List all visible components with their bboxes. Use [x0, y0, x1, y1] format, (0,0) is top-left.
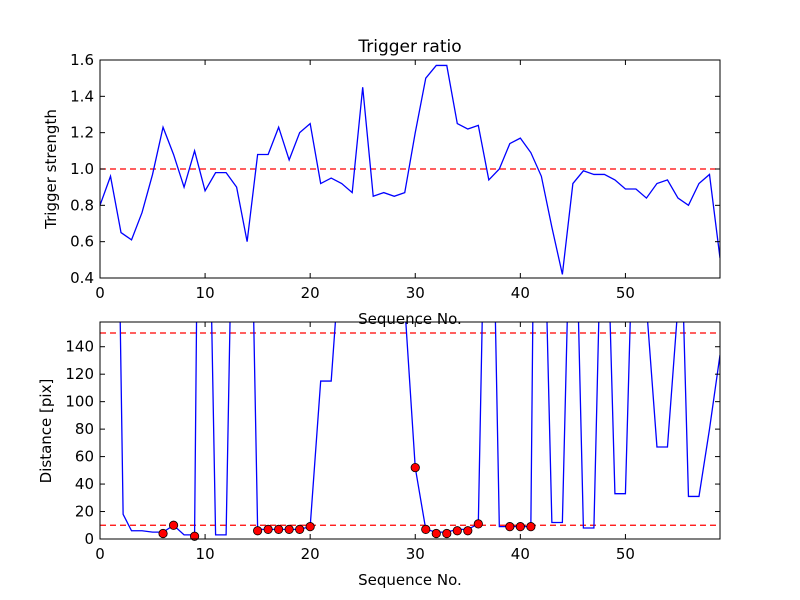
series-line — [100, 64, 720, 275]
y-tick-label: 40 — [75, 475, 94, 493]
x-axis-label: Sequence No. — [358, 571, 462, 589]
y-axis-label: Distance [pix] — [37, 379, 55, 484]
data-point-marker — [168, 520, 179, 530]
distance-chart: Sequence No. Distance [pix] 0 10 20 30 40 50 0… — [37, 321, 721, 589]
y-tick-label: 120 — [65, 365, 94, 383]
x-axis-label: Sequence No. — [358, 310, 462, 328]
x-tick-label: 0 — [95, 545, 105, 563]
chart-title: Trigger ratio — [357, 37, 461, 57]
data-point-marker — [274, 524, 284, 534]
data-point-marker — [189, 531, 200, 541]
data-point-marker — [526, 522, 536, 532]
data-point-marker — [431, 528, 441, 539]
x-tick-label: 40 — [511, 545, 530, 563]
series-line — [119, 322, 720, 536]
data-point-marker — [305, 522, 315, 532]
x-tick-label: 50 — [616, 284, 635, 302]
x-tick-label: 30 — [406, 284, 425, 302]
y-tick-label: 20 — [75, 503, 94, 521]
plot-area — [100, 322, 720, 536]
trigger-ratio-chart: Trigger ratio Sequence No. Trigger stren… — [42, 37, 721, 328]
x-tick-label: 0 — [95, 284, 105, 302]
y-tick-label: 1.4 — [70, 87, 94, 105]
x-tick-label: 40 — [511, 284, 530, 302]
data-point-marker — [253, 526, 263, 536]
y-axis-label: Trigger strength — [42, 109, 60, 230]
x-tick-label: 30 — [406, 545, 425, 563]
data-point-marker — [473, 519, 483, 529]
data-point-marker — [263, 524, 273, 534]
y-tick-label: 0 — [84, 530, 94, 548]
data-point-marker — [515, 522, 525, 532]
y-tick-label: 100 — [65, 393, 94, 411]
axes-frame — [99, 321, 721, 540]
x-tick-label: 50 — [616, 545, 635, 563]
data-point-marker — [158, 528, 168, 539]
data-point-marker — [463, 526, 473, 536]
data-point-marker — [505, 522, 515, 532]
y-tick-label: 0.8 — [70, 196, 94, 214]
y-tick-label: 0.4 — [70, 269, 94, 287]
data-point-marker — [442, 528, 452, 539]
data-point-marker — [284, 524, 294, 534]
y-tick-label: 140 — [65, 338, 94, 356]
y-tick-label: 80 — [75, 420, 94, 438]
data-point-marker — [452, 526, 462, 536]
y-tick-label: 60 — [75, 448, 94, 466]
x-tick-label: 20 — [301, 545, 320, 563]
x-tick-label: 10 — [196, 284, 215, 302]
y-tick-label: 1.0 — [70, 160, 94, 178]
y-tick-label: 1.2 — [70, 124, 94, 142]
y-tick-label: 1.6 — [70, 51, 94, 69]
plot-area — [100, 64, 720, 275]
data-point-marker — [295, 524, 305, 534]
y-tick-label: 0.6 — [70, 233, 94, 251]
data-point-marker — [421, 524, 431, 534]
x-tick-label: 20 — [301, 284, 320, 302]
data-point-marker — [410, 462, 420, 473]
x-tick-label: 10 — [196, 545, 215, 563]
